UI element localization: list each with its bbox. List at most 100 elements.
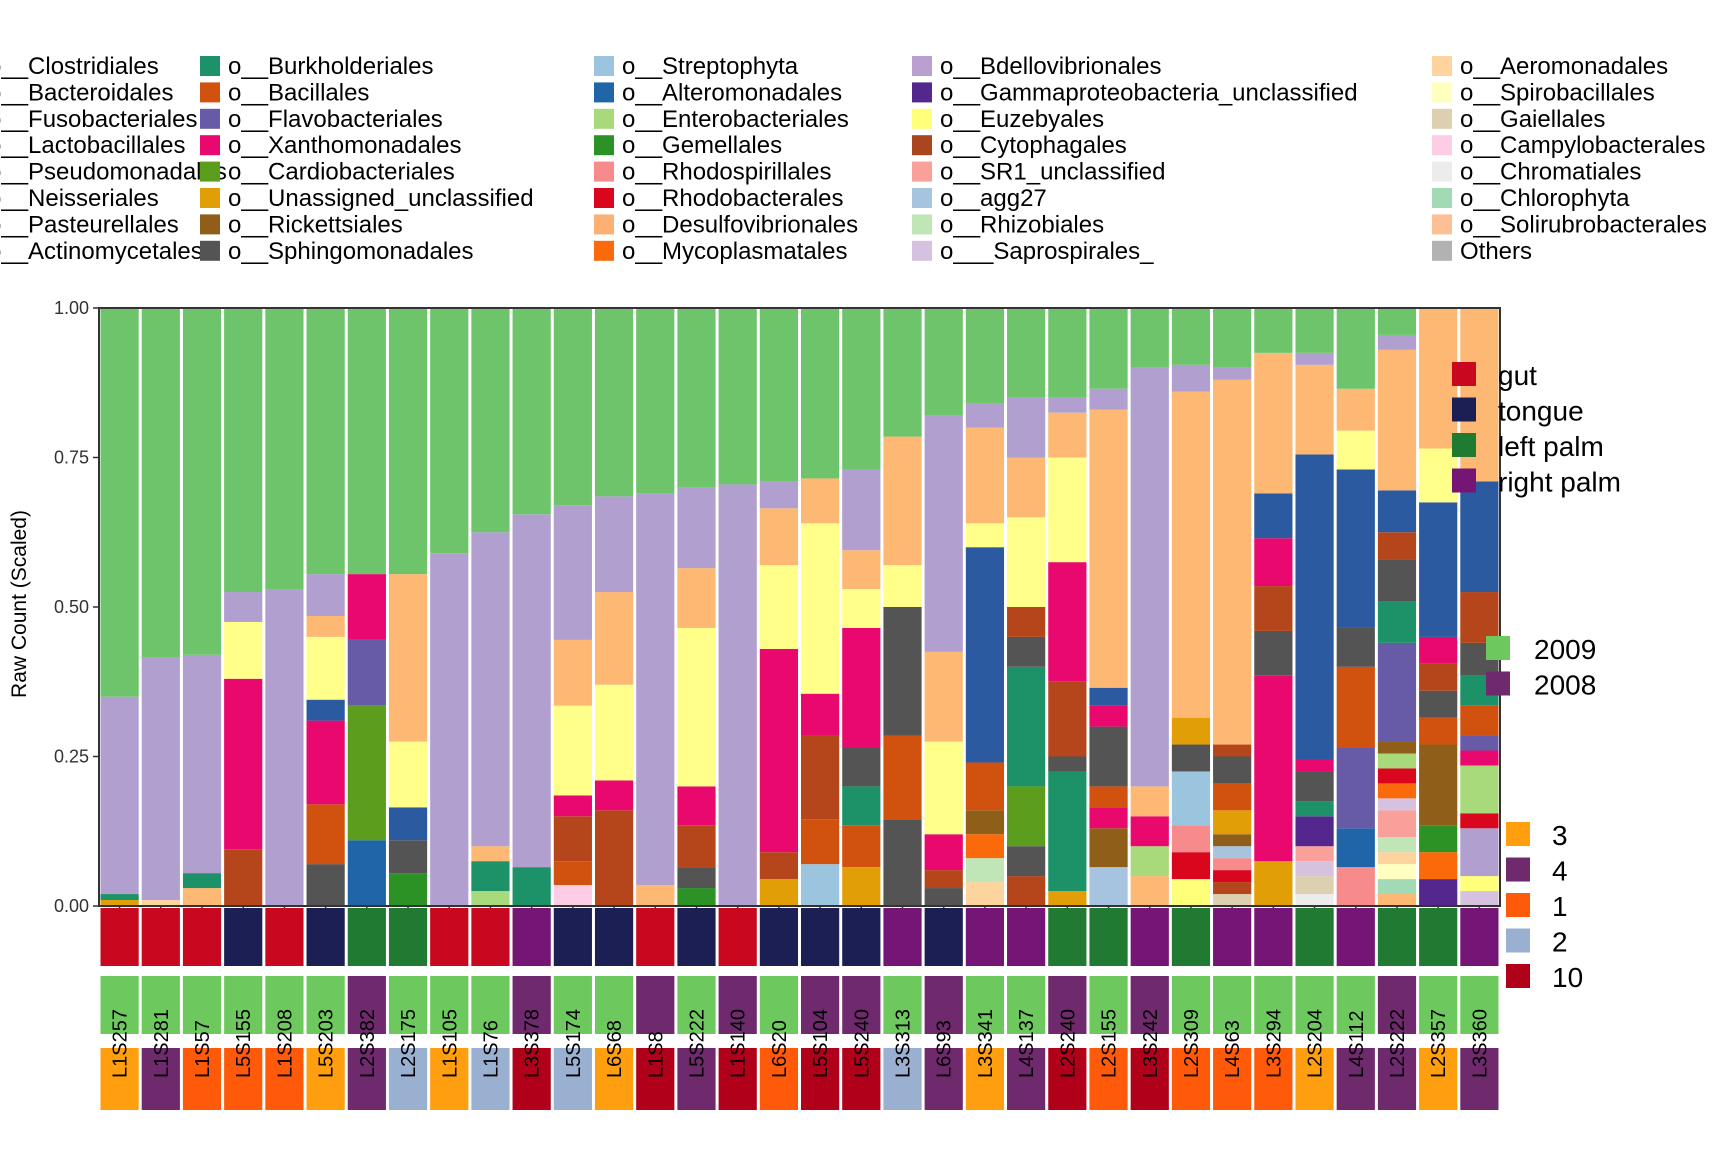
bar-segment — [759, 508, 798, 566]
bar-segment — [1213, 834, 1252, 847]
bar-segment — [677, 308, 716, 488]
bar-segment — [1295, 759, 1334, 772]
bar-segment — [594, 684, 634, 781]
bar-segment — [842, 825, 881, 868]
order-legend-key — [1432, 108, 1452, 129]
bar-segment — [512, 867, 551, 906]
order-legend-label: o__SR1_unclassified — [940, 159, 1165, 186]
bar-segment — [842, 469, 881, 551]
bar-segment — [1377, 349, 1417, 491]
bar-segment — [1089, 687, 1128, 706]
subject-cell — [677, 1048, 716, 1110]
subject-legend-label: 3 — [1552, 820, 1568, 851]
bar-segment — [677, 825, 716, 868]
bar-segment — [553, 861, 592, 886]
order-legend-label: o__Solirubrobacterales — [1460, 211, 1707, 238]
bar-segment — [677, 867, 716, 889]
bar-segment — [965, 523, 1005, 548]
bar-segment — [1089, 388, 1128, 410]
bar-segment — [553, 705, 592, 796]
order-legend-label: o__Flavobacteriales — [228, 106, 443, 133]
order-legend-key — [594, 240, 614, 261]
order-legend-label: o__Rhizobiales — [940, 211, 1104, 238]
year-cell — [141, 976, 180, 1034]
bar-segment — [1089, 807, 1128, 829]
subject-legend-key — [1506, 928, 1530, 953]
bar-segment — [965, 308, 1005, 404]
site-cell — [512, 908, 551, 966]
bar-segment — [1171, 771, 1211, 826]
bar-segment — [801, 819, 840, 865]
bar-segment — [883, 819, 922, 906]
subject-cell — [1048, 1048, 1087, 1110]
bar-segment — [1377, 783, 1417, 799]
bar-segment — [1419, 852, 1458, 880]
bar-segment — [801, 693, 840, 736]
year-cell — [801, 976, 840, 1034]
site-cell — [471, 908, 510, 966]
bar-segment — [1089, 726, 1128, 787]
sample-label: L2S175 — [398, 1009, 420, 1078]
order-legend-label: o__Burkholderiales — [228, 53, 433, 80]
bar-segment — [471, 861, 510, 892]
year-legend-label: 2009 — [1534, 634, 1596, 665]
bar-segment — [883, 565, 922, 607]
order-legend-label: o__Euzebyales — [940, 106, 1104, 133]
bar-segment — [594, 810, 634, 906]
site-cell — [1419, 908, 1458, 966]
bar-segment — [677, 487, 716, 569]
bar-segment — [759, 308, 798, 482]
sample-label: L2S357 — [1428, 1009, 1450, 1078]
order-legend-label: o__Gammaproteobacteria_unclassified — [940, 79, 1358, 106]
order-legend-key — [912, 82, 932, 103]
subject-legend-label: 4 — [1552, 856, 1568, 887]
bar-segment — [1048, 891, 1087, 906]
order-legend-key — [1432, 82, 1452, 103]
order-legend-key — [200, 56, 220, 76]
bar-segment — [842, 550, 881, 590]
order-legend-label: o__Sphingomonadales — [228, 238, 474, 265]
bar-segment — [1295, 308, 1334, 353]
sample-label: L5S240 — [851, 1009, 873, 1078]
bar-segment — [924, 834, 963, 871]
site-cell — [636, 908, 675, 966]
subject-legend-label: 1 — [1552, 891, 1568, 922]
order-legend-label: o__Bdellovibrionales — [940, 53, 1161, 80]
bar-segment — [1048, 681, 1087, 757]
year-cell — [1089, 976, 1128, 1034]
year-cell — [1254, 976, 1293, 1034]
bar-segment — [388, 873, 428, 906]
bar-segment — [924, 870, 963, 889]
bar-segment — [306, 804, 345, 865]
site-cell — [553, 908, 592, 966]
order-legend-label: o__Mycoplasmatales — [622, 238, 847, 265]
sample-label: L1S76 — [480, 1020, 502, 1078]
bar-segment — [677, 888, 716, 906]
year-cell — [718, 976, 757, 1034]
year-legend: 2009 2008 — [1486, 634, 1596, 701]
bar-segment — [388, 840, 428, 874]
bar-segment — [1377, 642, 1417, 742]
site-cell — [1089, 908, 1128, 966]
subject-cell — [553, 1048, 592, 1110]
bar-segment — [1171, 717, 1211, 745]
year-cell — [512, 976, 551, 1034]
order-legend-key — [594, 135, 614, 156]
bar-segment — [1254, 861, 1293, 906]
order-legend-key — [594, 82, 614, 103]
year-cell — [965, 976, 1005, 1034]
y-tick-label: 0.00 — [54, 896, 89, 916]
order-legend-label: o__Neisseriales — [0, 185, 159, 212]
bar-segment — [1419, 879, 1458, 906]
year-cell — [1130, 976, 1169, 1034]
subject-strip: L1S257 L1S281 L1S57 L5S155 L1S208 L5S203 L2S38… — [100, 1009, 1499, 1110]
year-cell — [1007, 976, 1046, 1034]
year-cell — [842, 976, 881, 1034]
bar-segment — [1213, 810, 1252, 835]
subject-cell — [718, 1048, 757, 1110]
bar-segment — [1130, 367, 1169, 787]
order-legend-label: o__Cardiobacteriales — [228, 159, 455, 186]
bar-segment — [883, 607, 922, 736]
y-tick-label: 1.00 — [54, 298, 89, 318]
